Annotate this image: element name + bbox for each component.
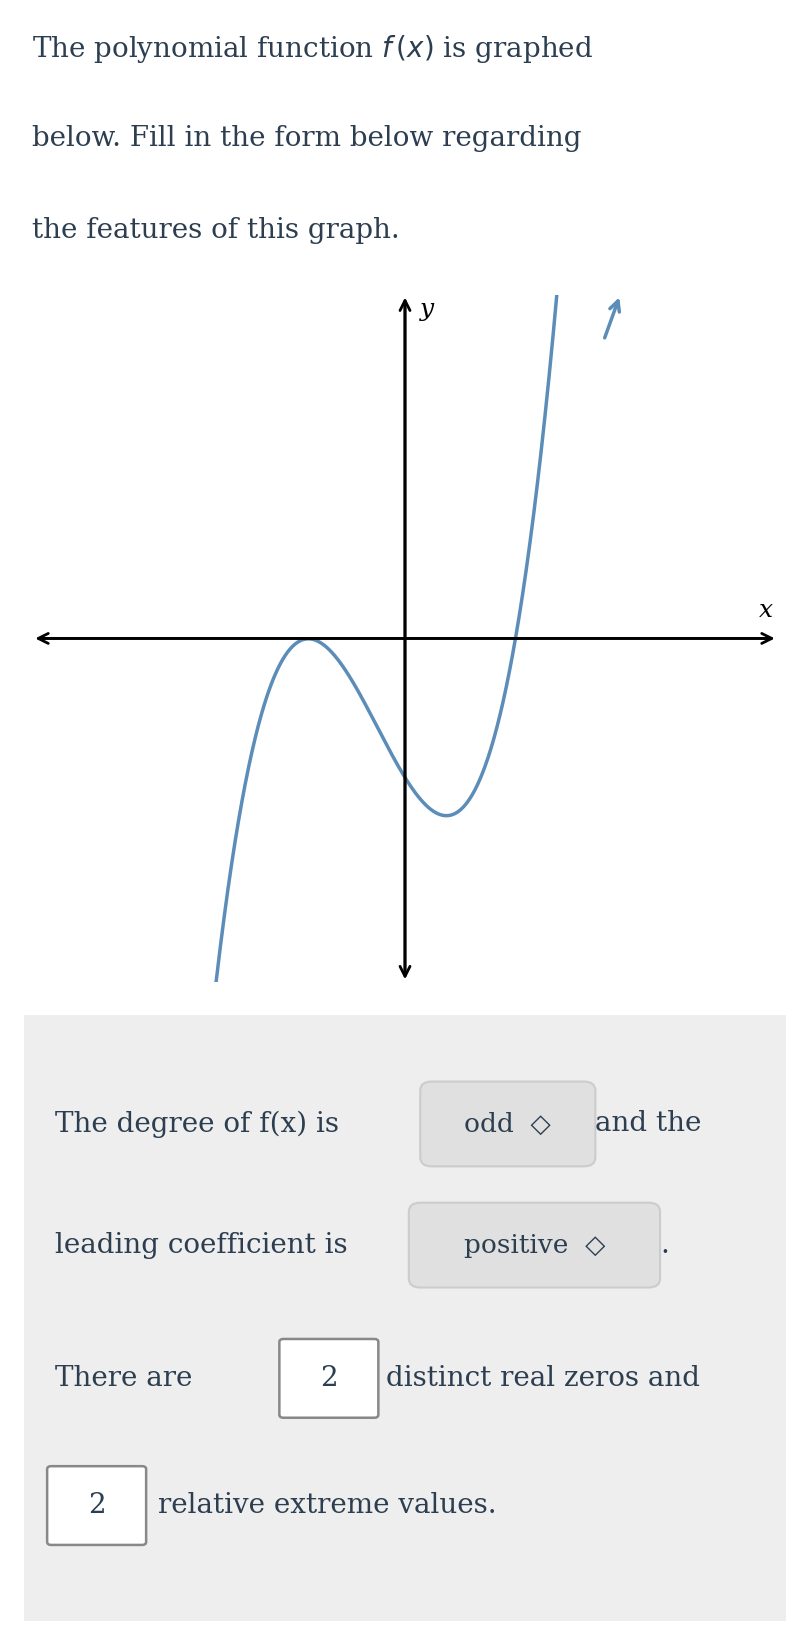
Text: x: x: [759, 599, 774, 622]
Text: The polynomial function $f\,(x)$ is graphed: The polynomial function $f\,(x)$ is grap…: [32, 33, 594, 65]
Text: 2: 2: [320, 1365, 338, 1391]
Text: the features of this graph.: the features of this graph.: [32, 218, 400, 244]
Text: and the: and the: [595, 1110, 701, 1138]
Text: positive  ◇: positive ◇: [464, 1233, 605, 1257]
FancyBboxPatch shape: [420, 1082, 595, 1166]
FancyBboxPatch shape: [20, 1012, 790, 1624]
Text: odd  ◇: odd ◇: [464, 1112, 551, 1136]
FancyBboxPatch shape: [279, 1339, 378, 1418]
Text: distinct real zeros and: distinct real zeros and: [386, 1365, 700, 1391]
Text: leading coefficient is: leading coefficient is: [55, 1231, 347, 1259]
Text: below. Fill in the form below regarding: below. Fill in the form below regarding: [32, 124, 582, 152]
Text: There are: There are: [55, 1365, 192, 1391]
Text: relative extreme values.: relative extreme values.: [157, 1491, 497, 1519]
Text: The degree of f(x) is: The degree of f(x) is: [55, 1110, 339, 1138]
FancyBboxPatch shape: [409, 1203, 660, 1287]
Text: y: y: [420, 298, 434, 321]
FancyBboxPatch shape: [47, 1467, 146, 1545]
Text: .: .: [660, 1231, 669, 1259]
Text: 2: 2: [87, 1491, 105, 1519]
